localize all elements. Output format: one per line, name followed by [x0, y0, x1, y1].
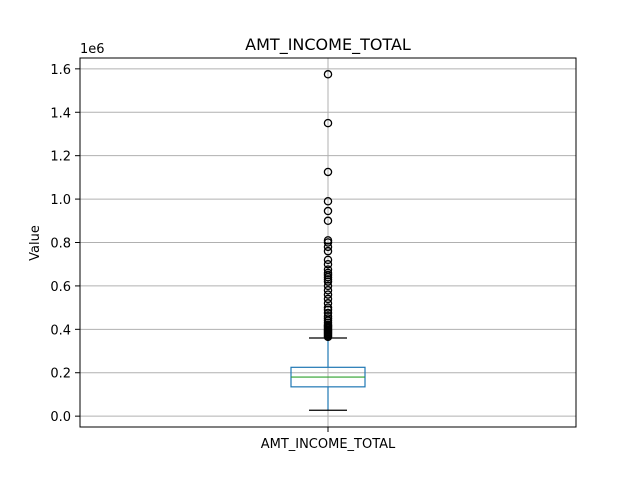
outlier-point — [323, 236, 333, 245]
plot-area — [290, 70, 366, 411]
outlier-point — [323, 259, 333, 269]
x-tick-label: AMT_INCOME_TOTAL — [261, 437, 396, 452]
outlier-point — [323, 70, 333, 79]
outlier-point — [323, 290, 333, 299]
y-tick-label: 0.6 — [50, 280, 71, 295]
outlier-point — [323, 281, 333, 291]
outlier-point — [323, 197, 333, 206]
y-ticks: 0.0 0.2 0.4 0.6 0.8 1.0 1.2 1.4 1.6 — [50, 63, 80, 425]
outlier-point — [323, 294, 333, 304]
y-tick-label: 1.6 — [50, 63, 71, 78]
y-tick-label: 0.4 — [50, 323, 71, 338]
outlier-point — [323, 303, 333, 312]
outlier-point — [323, 286, 333, 295]
outlier-point — [323, 246, 333, 256]
outlier-point — [323, 118, 333, 128]
outlier-point — [323, 216, 333, 226]
outlier-point — [323, 299, 333, 308]
y-tick-label: 1.4 — [50, 106, 71, 121]
outlier-point — [323, 308, 333, 318]
outlier-point — [323, 312, 333, 321]
y-scale-label: 1e6 — [80, 42, 105, 57]
chart-title: AMT_INCOME_TOTAL — [245, 35, 411, 55]
outlier-point — [323, 268, 333, 278]
y-grid — [80, 58, 576, 427]
y-tick-label: 0.0 — [50, 410, 71, 425]
y-axis-label: Value — [28, 225, 43, 261]
outlier-point — [323, 167, 333, 177]
outlier-point — [323, 242, 333, 252]
y-tick-label: 1.0 — [50, 193, 71, 208]
y-tick-label: 0.8 — [50, 237, 71, 252]
y-tick-label: 0.2 — [50, 367, 71, 382]
y-tick-label: 1.2 — [50, 150, 71, 165]
outlier-point — [323, 206, 333, 216]
outlier-point — [323, 255, 333, 265]
outlier-point — [323, 265, 333, 274]
